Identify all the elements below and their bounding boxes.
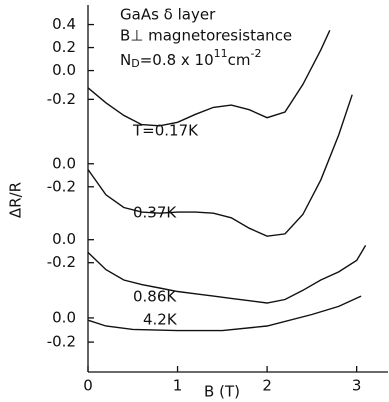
annotation-part: =0.8 x 10: [140, 51, 214, 69]
y-tick-label: 0.0: [52, 308, 76, 326]
x-tick-label: 1: [173, 377, 183, 395]
series-label: 0.37K: [133, 204, 177, 222]
annotation-part: N: [120, 51, 131, 69]
series-line: [87, 295, 362, 332]
x-tick-label: 3: [352, 377, 362, 395]
y-tick-label: 0.0: [52, 61, 76, 79]
x-tick-label: 0: [83, 377, 93, 395]
annotation-part: -2: [251, 47, 262, 60]
y-tick-label: -0.2: [47, 90, 76, 108]
y-tick-label: 0.0: [52, 230, 76, 248]
annotation-part: cm: [228, 51, 251, 69]
annotation: B⊥ magnetoresistance: [120, 27, 292, 45]
x-axis-label: B (T): [204, 383, 240, 401]
series-line: [87, 245, 367, 304]
annotation: GaAs δ layer: [120, 6, 216, 24]
y-tick-label: 0.4: [52, 15, 76, 33]
annotation: ND=0.8 x 1011cm-2: [120, 47, 261, 70]
y-tick-label: -0.2: [47, 177, 76, 195]
annotation-part: 11: [214, 47, 228, 60]
series-label: 4.2K: [143, 311, 178, 329]
y-tick-label: 0.0: [52, 154, 76, 172]
series-label: 0.86K: [133, 288, 177, 306]
series-line: [87, 30, 331, 127]
series-label: T=0.17K: [132, 122, 199, 140]
y-axis-label: ΔR/R: [7, 182, 25, 218]
annotation-part: D: [131, 57, 139, 70]
series-line: [87, 94, 353, 237]
y-tick-label: -0.2: [47, 253, 76, 271]
y-tick-label: -0.2: [47, 333, 76, 351]
x-tick-label: 2: [262, 377, 272, 395]
y-tick-label: 0.2: [52, 38, 76, 56]
